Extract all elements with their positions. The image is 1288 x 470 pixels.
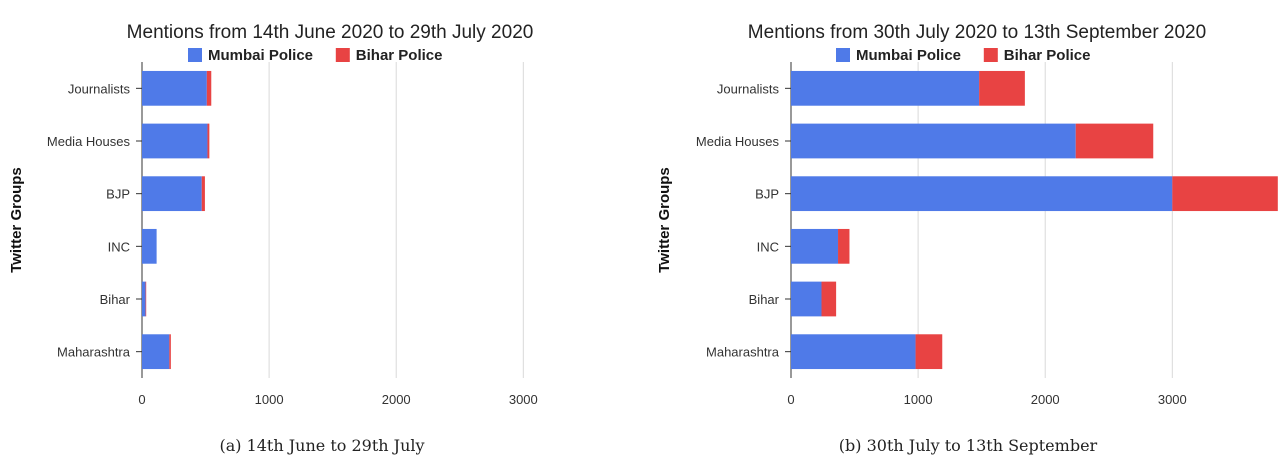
legend-swatch-0 — [836, 48, 850, 62]
bar-bihar-police-4 — [821, 281, 837, 317]
chart-panel-a: Mentions from 14th June 2020 to 29th Jul… — [0, 0, 640, 470]
bar-mumbai-police-4 — [142, 281, 146, 317]
bar-bihar-police-1 — [207, 123, 210, 159]
bar-mumbai-police-0 — [791, 70, 980, 106]
bar-bihar-police-0 — [979, 70, 1025, 106]
bar-mumbai-police-5 — [142, 334, 170, 370]
y-axis-label: Twitter Groups — [656, 167, 673, 273]
bar-mumbai-police-1 — [791, 123, 1076, 159]
chart-panel-b: Mentions from 30th July 2020 to 13th Sep… — [648, 0, 1288, 470]
legend-swatch-1 — [335, 48, 350, 62]
x-tick-label-0: 0 — [787, 392, 794, 407]
bar-mumbai-police-5 — [791, 334, 916, 370]
bar-bihar-police-4 — [145, 281, 147, 317]
bar-mumbai-police-0 — [142, 70, 207, 106]
bar-bihar-police-3 — [838, 228, 850, 264]
bar-mumbai-police-4 — [791, 281, 822, 317]
legend-label-1: Bihar Police — [1004, 47, 1091, 64]
category-label: Bihar — [749, 292, 780, 307]
x-tick-label-2: 2000 — [1031, 392, 1060, 407]
bar-bihar-police-2 — [1172, 176, 1278, 212]
category-label: Maharashtra — [57, 345, 131, 360]
legend-label-0: Mumbai Police — [208, 47, 313, 64]
bar-mumbai-police-2 — [791, 176, 1173, 212]
category-label: Journalists — [717, 81, 780, 96]
legend-swatch-0 — [188, 48, 202, 62]
category-label: BJP — [755, 187, 779, 202]
x-tick-label-1: 1000 — [255, 392, 284, 407]
bar-mumbai-police-1 — [142, 123, 208, 159]
category-label: Media Houses — [47, 134, 131, 149]
caption-b: (b) 30th July to 13th September — [838, 436, 1098, 455]
x-tick-label-0: 0 — [138, 392, 145, 407]
legend-swatch-1 — [983, 48, 998, 62]
legend-label-1: Bihar Police — [356, 47, 443, 64]
category-label: Media Houses — [696, 134, 780, 149]
chart-title: Mentions from 30th July 2020 to 13th Sep… — [748, 22, 1206, 43]
legend-label-0: Mumbai Police — [856, 47, 961, 64]
x-tick-label-1: 1000 — [904, 392, 933, 407]
bar-bihar-police-2 — [201, 176, 205, 212]
category-label: Bihar — [100, 292, 131, 307]
category-label: Journalists — [68, 81, 131, 96]
chart-title: Mentions from 14th June 2020 to 29th Jul… — [127, 22, 534, 43]
bar-mumbai-police-2 — [142, 176, 202, 212]
bar-mumbai-police-3 — [142, 228, 157, 264]
bar-bihar-police-0 — [206, 70, 212, 106]
category-label: BJP — [106, 187, 130, 202]
bar-bihar-police-1 — [1075, 123, 1154, 159]
category-label: INC — [108, 239, 130, 254]
bar-bihar-police-5 — [169, 334, 171, 370]
x-tick-label-2: 2000 — [382, 392, 411, 407]
bar-bihar-police-5 — [915, 334, 943, 370]
category-label: Maharashtra — [706, 345, 780, 360]
x-tick-label-3: 3000 — [509, 392, 538, 407]
y-axis-label: Twitter Groups — [8, 167, 25, 273]
bar-mumbai-police-3 — [791, 228, 839, 264]
caption-a: (a) 14th June to 29th July — [219, 436, 425, 455]
chart-a-svg: Mentions from 14th June 2020 to 29th Jul… — [8, 22, 538, 407]
category-label: INC — [757, 239, 779, 254]
chart-b-svg: Mentions from 30th July 2020 to 13th Sep… — [656, 22, 1278, 407]
x-tick-label-3: 3000 — [1158, 392, 1187, 407]
